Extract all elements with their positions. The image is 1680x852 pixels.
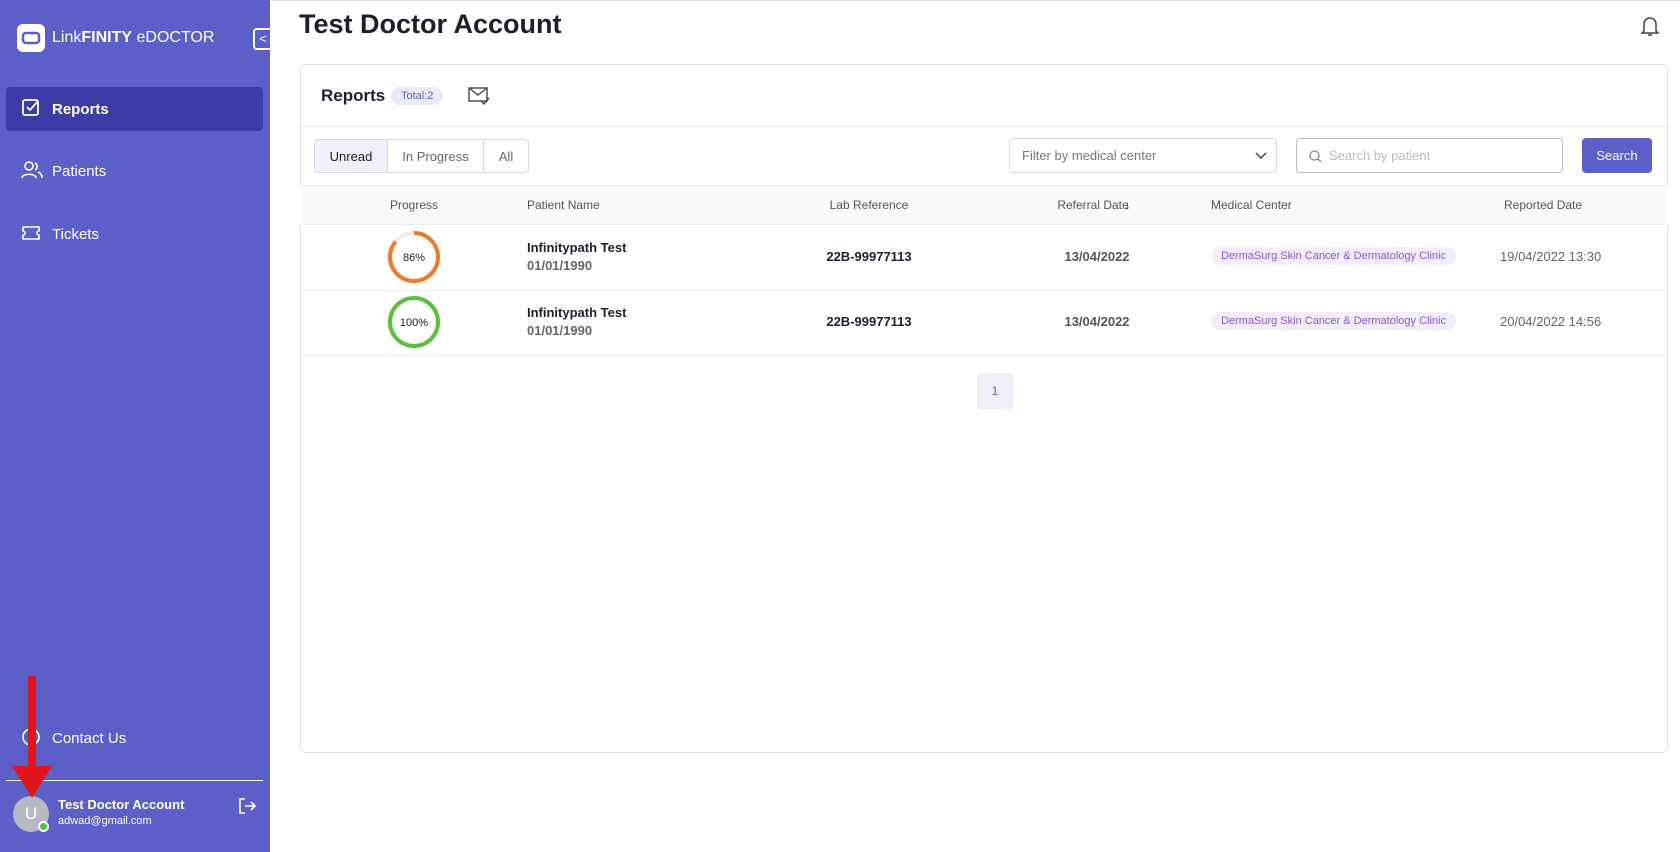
- icon: [22, 99, 39, 116]
- row-divider: [300, 290, 1668, 291]
- medical-center: DermaSurg Skin Cancer & Dermatology Clin…: [1211, 247, 1456, 265]
- column-header: Lab Reference: [829, 198, 909, 212]
- search-button[interactable]: Search: [1582, 138, 1652, 173]
- brand: LinkFINITY eDOCTOR: [52, 29, 214, 47]
- brand-part: FINITY: [81, 29, 133, 46]
- divider: [301, 126, 1667, 127]
- row-divider: [300, 355, 1668, 356]
- nav-label: Tickets: [52, 225, 99, 243]
- icon: [22, 226, 40, 240]
- user-name: Test Doctor Account: [58, 797, 185, 812]
- annotation-arrow: [12, 676, 52, 798]
- column-header: Progress: [389, 198, 439, 212]
- progress-arc: [388, 296, 440, 348]
- column-header: Reported Date: [1504, 198, 1583, 212]
- placeholder: Filter by medical center: [1022, 148, 1157, 163]
- nav-label: Contact Us: [52, 729, 127, 747]
- progress-label: 100%: [400, 317, 428, 329]
- brand-part: eDOCTOR: [136, 29, 215, 46]
- page-title: Test Doctor Account: [299, 9, 562, 39]
- placeholder: Search by patient: [1329, 148, 1431, 163]
- column-header[interactable]: Referral Date: [1057, 198, 1129, 212]
- chevron: [1255, 152, 1267, 160]
- search-icon: [1309, 150, 1322, 163]
- filter-select[interactable]: Filter by medical center: [1009, 138, 1277, 173]
- sidebar: LinkFINITY eDOCTOR < Reports Patients Ti…: [0, 0, 273, 852]
- progress-ring: 86%: [388, 231, 440, 283]
- search-input[interactable]: Search by patient: [1296, 138, 1563, 173]
- referral-date: 13/04/2022: [1064, 249, 1130, 264]
- reported-date: 20/04/2022 14:56: [1500, 314, 1602, 329]
- logout-icon[interactable]: [237, 796, 257, 816]
- nav-label: Patients: [52, 162, 107, 180]
- column-header: Patient Name: [527, 198, 600, 212]
- page-button[interactable]: 1: [977, 373, 1013, 409]
- lab-reference: 22B-99977113: [826, 249, 912, 264]
- progress-arc: [388, 231, 440, 283]
- referral-date: 13/04/2022: [1064, 314, 1130, 329]
- user-email: adwad@gmail.com: [58, 815, 152, 827]
- lab-reference: 22B-99977113: [826, 314, 912, 329]
- patient-dob: 01/01/1990: [527, 323, 593, 338]
- table-header: [300, 185, 1668, 225]
- patient-dob: 01/01/1990: [527, 258, 593, 273]
- total-badge: Total:2: [391, 87, 444, 105]
- divider: [6, 780, 263, 781]
- progress-label: 86%: [403, 252, 425, 264]
- icon: [21, 161, 43, 179]
- panel-title: Reports: [321, 86, 386, 105]
- reported-date: 19/04/2022 13:30: [1500, 249, 1602, 264]
- medical-center: DermaSurg Skin Cancer & Dermatology Clin…: [1211, 312, 1456, 330]
- nav-item[interactable]: Tickets: [6, 212, 263, 256]
- logo: [17, 24, 45, 52]
- column-header: Medical Center: [1211, 198, 1292, 212]
- nav-item[interactable]: Patients: [6, 149, 263, 193]
- bell-icon[interactable]: [1640, 15, 1660, 37]
- tab[interactable]: Unread: [314, 139, 388, 173]
- tab[interactable]: All: [483, 139, 529, 173]
- progress-ring: 100%: [388, 296, 440, 348]
- tab[interactable]: In Progress: [387, 139, 484, 173]
- mail-icon[interactable]: [468, 85, 490, 105]
- nav-item[interactable]: Reports: [6, 87, 263, 131]
- brand-part: Link: [52, 29, 82, 46]
- patient-name[interactable]: Infinitypath Test: [527, 240, 627, 255]
- nav-label: Reports: [52, 100, 109, 118]
- sort-icon[interactable]: ↓: [1124, 197, 1131, 212]
- status-dot: [38, 821, 49, 832]
- patient-name[interactable]: Infinitypath Test: [527, 305, 627, 320]
